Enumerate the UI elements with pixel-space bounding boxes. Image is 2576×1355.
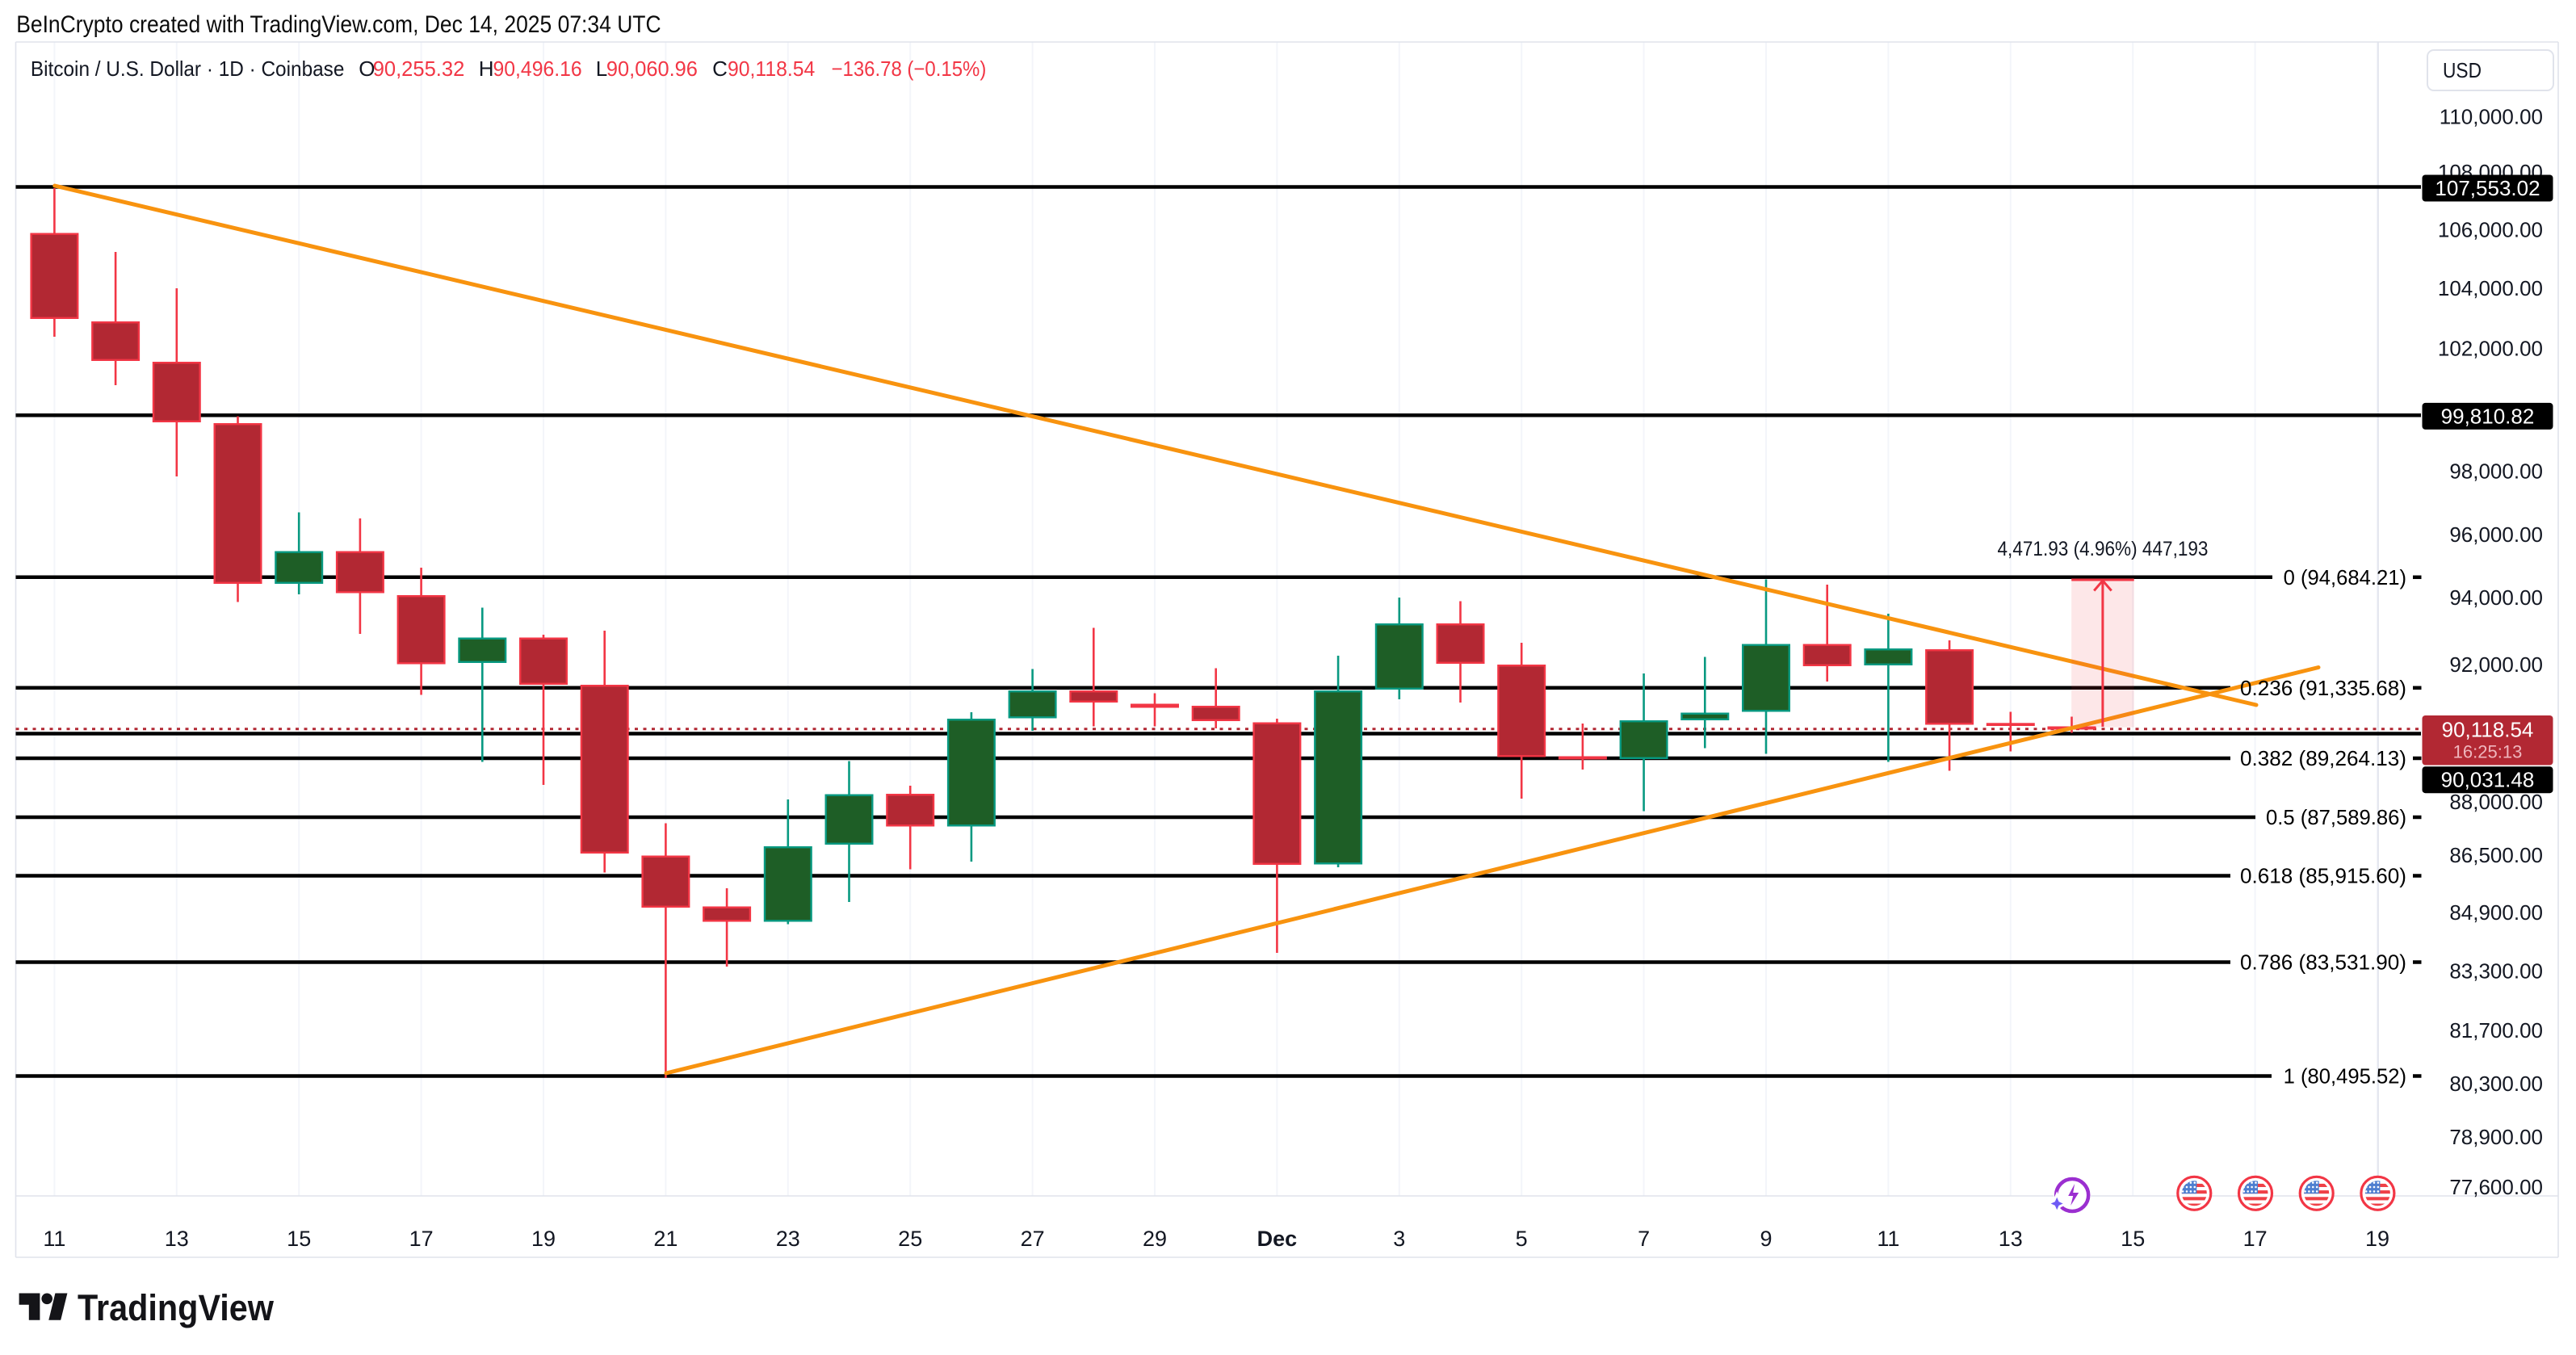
svg-text:L: L xyxy=(596,57,607,81)
svg-text:110,000.00: 110,000.00 xyxy=(2440,104,2543,128)
svg-text:C: C xyxy=(712,57,728,81)
svg-text:21: 21 xyxy=(653,1227,678,1251)
svg-text:0.786 (83,531.90): 0.786 (83,531.90) xyxy=(2240,950,2406,975)
svg-text:88,000.00: 88,000.00 xyxy=(2449,790,2543,814)
svg-text:107,553.02: 107,553.02 xyxy=(2435,176,2540,200)
svg-text:Dec: Dec xyxy=(1257,1227,1298,1251)
svg-text:90,496.16: 90,496.16 xyxy=(493,57,582,81)
svg-text:90,255.32: 90,255.32 xyxy=(373,57,465,81)
svg-text:11: 11 xyxy=(43,1227,65,1251)
svg-text:7: 7 xyxy=(1638,1227,1650,1251)
svg-text:102,000.00: 102,000.00 xyxy=(2438,337,2543,361)
svg-text:15: 15 xyxy=(287,1227,311,1251)
svg-text:0.236 (91,335.68): 0.236 (91,335.68) xyxy=(2240,676,2406,700)
svg-text:25: 25 xyxy=(898,1227,922,1251)
svg-text:81,700.00: 81,700.00 xyxy=(2449,1018,2543,1042)
svg-text:9: 9 xyxy=(1760,1227,1772,1251)
svg-text:TradingView: TradingView xyxy=(78,1287,275,1328)
svg-text:O: O xyxy=(359,57,375,81)
svg-text:27: 27 xyxy=(1021,1227,1045,1251)
svg-text:0.5 (87,589.86): 0.5 (87,589.86) xyxy=(2266,805,2406,829)
svg-text:0.382 (89,264.13): 0.382 (89,264.13) xyxy=(2240,746,2406,770)
svg-text:77,600.00: 77,600.00 xyxy=(2449,1175,2543,1199)
svg-text:83,300.00: 83,300.00 xyxy=(2449,959,2543,984)
svg-text:23: 23 xyxy=(776,1227,800,1251)
svg-text:−136.78 (−0.15%): −136.78 (−0.15%) xyxy=(832,57,987,81)
svg-text:1 (80,495.52): 1 (80,495.52) xyxy=(2284,1064,2406,1089)
svg-text:104,000.00: 104,000.00 xyxy=(2438,276,2543,300)
svg-text:0.618 (85,915.60): 0.618 (85,915.60) xyxy=(2240,864,2406,888)
svg-text:13: 13 xyxy=(1999,1227,2023,1251)
svg-text:5: 5 xyxy=(1516,1227,1528,1251)
svg-text:4,471.93 (4.96%) 447,193: 4,471.93 (4.96%) 447,193 xyxy=(1998,538,2209,560)
svg-text:99,810.82: 99,810.82 xyxy=(2441,404,2535,428)
svg-text:H: H xyxy=(479,57,494,81)
svg-text:90,031.48: 90,031.48 xyxy=(2441,768,2535,792)
svg-text:94,000.00: 94,000.00 xyxy=(2449,585,2543,610)
svg-text:29: 29 xyxy=(1143,1227,1167,1251)
svg-text:86,500.00: 86,500.00 xyxy=(2449,843,2543,867)
svg-text:BeInCrypto created with Tradin: BeInCrypto created with TradingView.com,… xyxy=(16,11,661,38)
svg-text:19: 19 xyxy=(531,1227,556,1251)
svg-text:0 (94,684.21): 0 (94,684.21) xyxy=(2284,565,2406,589)
svg-text:90,060.96: 90,060.96 xyxy=(606,57,698,81)
svg-text:16:25:13: 16:25:13 xyxy=(2453,742,2523,762)
svg-text:96,000.00: 96,000.00 xyxy=(2449,522,2543,547)
svg-text:90,118.54: 90,118.54 xyxy=(2442,717,2534,741)
svg-text:USD: USD xyxy=(2443,58,2482,82)
svg-text:15: 15 xyxy=(2121,1227,2145,1251)
svg-text:11: 11 xyxy=(1877,1227,1899,1251)
svg-text:13: 13 xyxy=(165,1227,189,1251)
svg-text:Bitcoin / U.S. Dollar · 1D · C: Bitcoin / U.S. Dollar · 1D · Coinbase xyxy=(31,57,345,81)
svg-text:90,118.54: 90,118.54 xyxy=(728,57,815,81)
svg-text:80,300.00: 80,300.00 xyxy=(2449,1072,2543,1096)
svg-text:78,900.00: 78,900.00 xyxy=(2449,1125,2543,1149)
svg-text:3: 3 xyxy=(1393,1227,1405,1251)
svg-text:17: 17 xyxy=(409,1227,434,1251)
svg-text:98,000.00: 98,000.00 xyxy=(2449,459,2543,484)
svg-text:17: 17 xyxy=(2243,1227,2268,1251)
svg-text:19: 19 xyxy=(2365,1227,2389,1251)
svg-text:84,900.00: 84,900.00 xyxy=(2449,900,2543,925)
svg-text:106,000.00: 106,000.00 xyxy=(2438,218,2543,242)
svg-text:92,000.00: 92,000.00 xyxy=(2449,652,2543,677)
